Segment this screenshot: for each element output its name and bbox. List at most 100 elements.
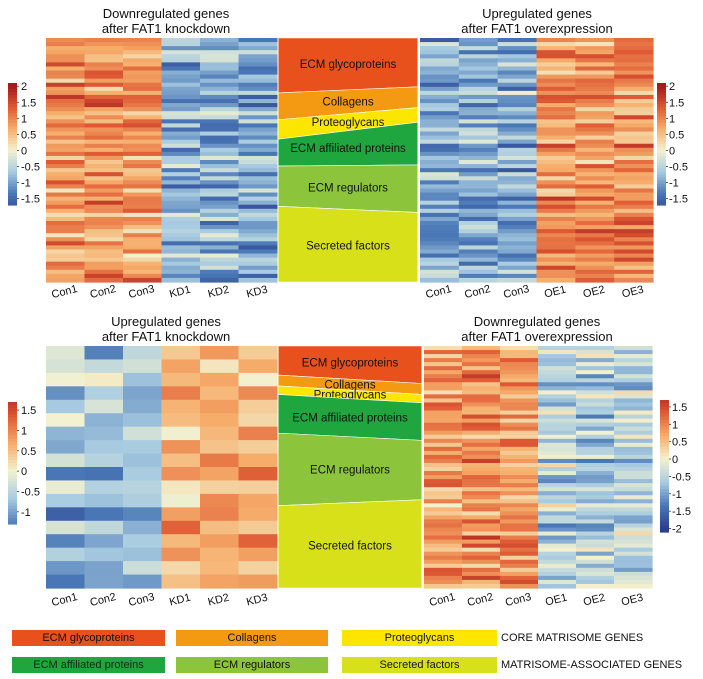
scale-tick-label: 0.5 xyxy=(21,446,36,458)
heatmap-cell xyxy=(538,471,577,476)
heatmap-cell xyxy=(84,237,124,242)
heatmap-cell xyxy=(462,515,501,521)
heatmap-cell xyxy=(614,99,654,104)
scale-step xyxy=(657,116,666,121)
heatmap-cell xyxy=(161,257,201,263)
heatmap-cell xyxy=(462,462,501,468)
heatmap-cell xyxy=(84,107,124,112)
heatmap-cell xyxy=(536,103,576,108)
scale-step xyxy=(660,522,669,526)
heatmap-cell xyxy=(46,168,86,173)
heatmap-cell xyxy=(538,551,577,557)
heatmap-cell xyxy=(462,495,501,500)
heatmap-cell xyxy=(238,493,278,508)
scale-step xyxy=(8,484,17,488)
heatmap-cell xyxy=(84,269,124,275)
band-label: Proteoglycans xyxy=(312,117,385,129)
heatmap-cell xyxy=(497,184,538,190)
scale-step xyxy=(657,162,666,166)
heatmap-cell xyxy=(161,261,201,267)
heatmap-cell xyxy=(46,574,86,589)
heatmap-cell xyxy=(536,269,576,275)
heatmap-cell xyxy=(458,50,499,55)
heatmap-cell xyxy=(500,362,539,367)
heatmap-cell xyxy=(500,523,539,529)
heatmap-cell xyxy=(424,374,463,379)
heatmap-cell xyxy=(200,90,240,96)
heatmap-cell xyxy=(161,277,201,283)
scale-step xyxy=(8,459,17,464)
scale-step xyxy=(8,402,17,406)
heatmap-cell xyxy=(238,127,278,133)
scale-tick-label: 2 xyxy=(21,81,27,93)
heatmap-cell xyxy=(536,168,576,173)
band-label: Secreted factors xyxy=(308,540,392,552)
heatmap-cell xyxy=(500,418,539,424)
heatmap-cell xyxy=(500,499,539,504)
heatmap-cell xyxy=(238,151,278,157)
heatmap-cell xyxy=(200,160,240,165)
heatmap-cell xyxy=(576,370,615,375)
heatmap-cell xyxy=(536,172,576,177)
heatmap-cell xyxy=(84,245,124,251)
heatmap-cell xyxy=(536,135,576,141)
heatmap-cell xyxy=(161,249,201,255)
heatmap-cell xyxy=(123,265,163,271)
heatmap-cell xyxy=(575,160,615,165)
heatmap-cell xyxy=(200,50,240,55)
heatmap-cell xyxy=(424,475,463,480)
heatmap-cell xyxy=(462,366,501,371)
heatmap-cell xyxy=(614,430,653,436)
heatmap-cell xyxy=(123,143,163,149)
heatmap-cell xyxy=(123,58,163,63)
heatmap-cell xyxy=(614,208,654,214)
heatmap-cell xyxy=(462,467,501,472)
heatmap-cell xyxy=(123,94,163,100)
heatmap-cell xyxy=(497,273,538,279)
heatmap-cell xyxy=(84,119,124,124)
heatmap-cell xyxy=(238,86,278,92)
scale-step xyxy=(660,456,669,460)
heatmap-cell xyxy=(84,135,124,141)
heatmap-cell xyxy=(497,245,538,251)
heatmap-cell xyxy=(420,269,460,275)
scale-step xyxy=(8,429,17,434)
heatmap-cell xyxy=(575,184,615,190)
heatmap-cell xyxy=(238,399,278,414)
heatmap-cell xyxy=(46,54,86,59)
heatmap-cell xyxy=(123,111,163,116)
heatmap-cell xyxy=(538,539,577,545)
heatmap-cell xyxy=(46,74,86,80)
heatmap-cell xyxy=(536,184,576,190)
heatmap-cell xyxy=(200,386,240,401)
scale-step xyxy=(8,131,17,136)
heatmap-cell xyxy=(200,208,240,214)
heatmap-cell xyxy=(200,111,240,116)
heatmap-cell xyxy=(420,70,460,76)
heatmap-cell xyxy=(84,78,124,84)
heatmap-cell xyxy=(424,491,463,496)
heatmap-cell xyxy=(538,402,577,408)
heatmap-cell xyxy=(84,184,124,190)
heatmap-cell xyxy=(500,450,539,456)
heatmap-cell xyxy=(424,583,463,589)
heatmap-cell xyxy=(614,180,654,185)
heatmap-cell xyxy=(536,119,576,124)
heatmap-cell xyxy=(200,131,240,137)
heatmap-cell xyxy=(536,66,576,72)
heatmap-cell xyxy=(500,543,539,549)
heatmap-cell xyxy=(575,99,615,104)
heatmap-cell xyxy=(123,480,163,495)
heatmap-cell xyxy=(161,127,201,133)
heatmap-cell xyxy=(536,221,576,226)
heatmap-cell xyxy=(497,221,538,226)
heatmap-cell xyxy=(500,535,539,541)
heatmap-cell xyxy=(614,147,654,153)
heatmap-cell xyxy=(161,208,201,214)
heatmap-cell xyxy=(123,168,163,173)
scale-step xyxy=(657,89,666,93)
heatmap-cell xyxy=(84,253,124,259)
heatmap-cell xyxy=(424,483,463,488)
heatmap-cell xyxy=(84,225,124,230)
heatmap-cell xyxy=(497,208,538,214)
